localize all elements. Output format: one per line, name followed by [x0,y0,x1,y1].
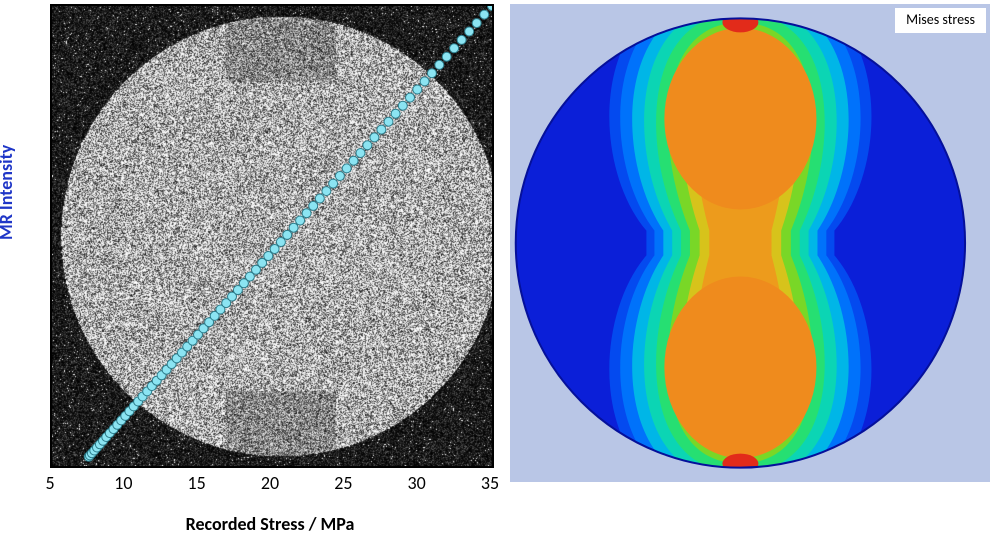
scatter-point [296,216,305,225]
scatter-point [488,6,493,11]
mr-image-frame [50,4,494,468]
x-tick-label: 15 [177,472,217,494]
x-axis-label: Recorded Stress / MPa [50,513,490,535]
scatter-point [450,44,459,53]
scatter-point [391,109,400,118]
x-tick-label: 5 [30,472,70,494]
left-panel: MR Intensity 5101520253035 Recorded Stre… [0,0,500,537]
scatter-point [413,85,422,94]
scatter-point [349,156,358,165]
scatter-point [442,52,451,61]
scatter-point [329,179,338,188]
scatter-point [356,149,365,158]
scatter-point [465,27,474,36]
scatter-point [322,187,331,196]
x-tick-label: 35 [470,472,510,494]
scatter-point [276,238,285,247]
scatter-point [472,19,481,28]
scatter-point [370,133,379,142]
scatter-point [342,164,351,173]
scatter-point [480,10,489,19]
x-tick-label: 30 [397,472,437,494]
scatter-point [420,77,429,86]
scatter-overlay [52,6,492,466]
scatter-point [406,93,415,102]
stress-lobe [664,276,816,458]
scatter-point [363,141,372,150]
figure-root: MR Intensity 5 10 15 20 25 30 35 Recorded Stre… [0,0,1000,537]
contact-hotspot [722,12,758,32]
scatter-point [335,172,344,181]
scatter-point [315,194,324,203]
scatter-point [283,230,292,239]
scatter-point [309,201,318,210]
scatter-point [384,117,393,126]
scatter-point [427,69,436,78]
right-panel: Mises stress [510,4,990,482]
scatter-point [302,209,311,218]
scatter-point [289,223,298,232]
x-tick-label: 10 [103,472,143,494]
contact-hotspot [722,454,758,474]
scatter-point [398,101,407,110]
x-tick-label: 25 [323,472,363,494]
scatter-point [377,125,386,134]
mises-stress-contour [510,4,990,482]
scatter-point [457,35,466,44]
x-tick-label: 20 [250,472,290,494]
y-axis-label: MR Intensity [0,145,17,240]
mises-stress-label: Mises stress [895,8,986,33]
stress-lobe [664,28,816,210]
scatter-point [435,60,444,69]
